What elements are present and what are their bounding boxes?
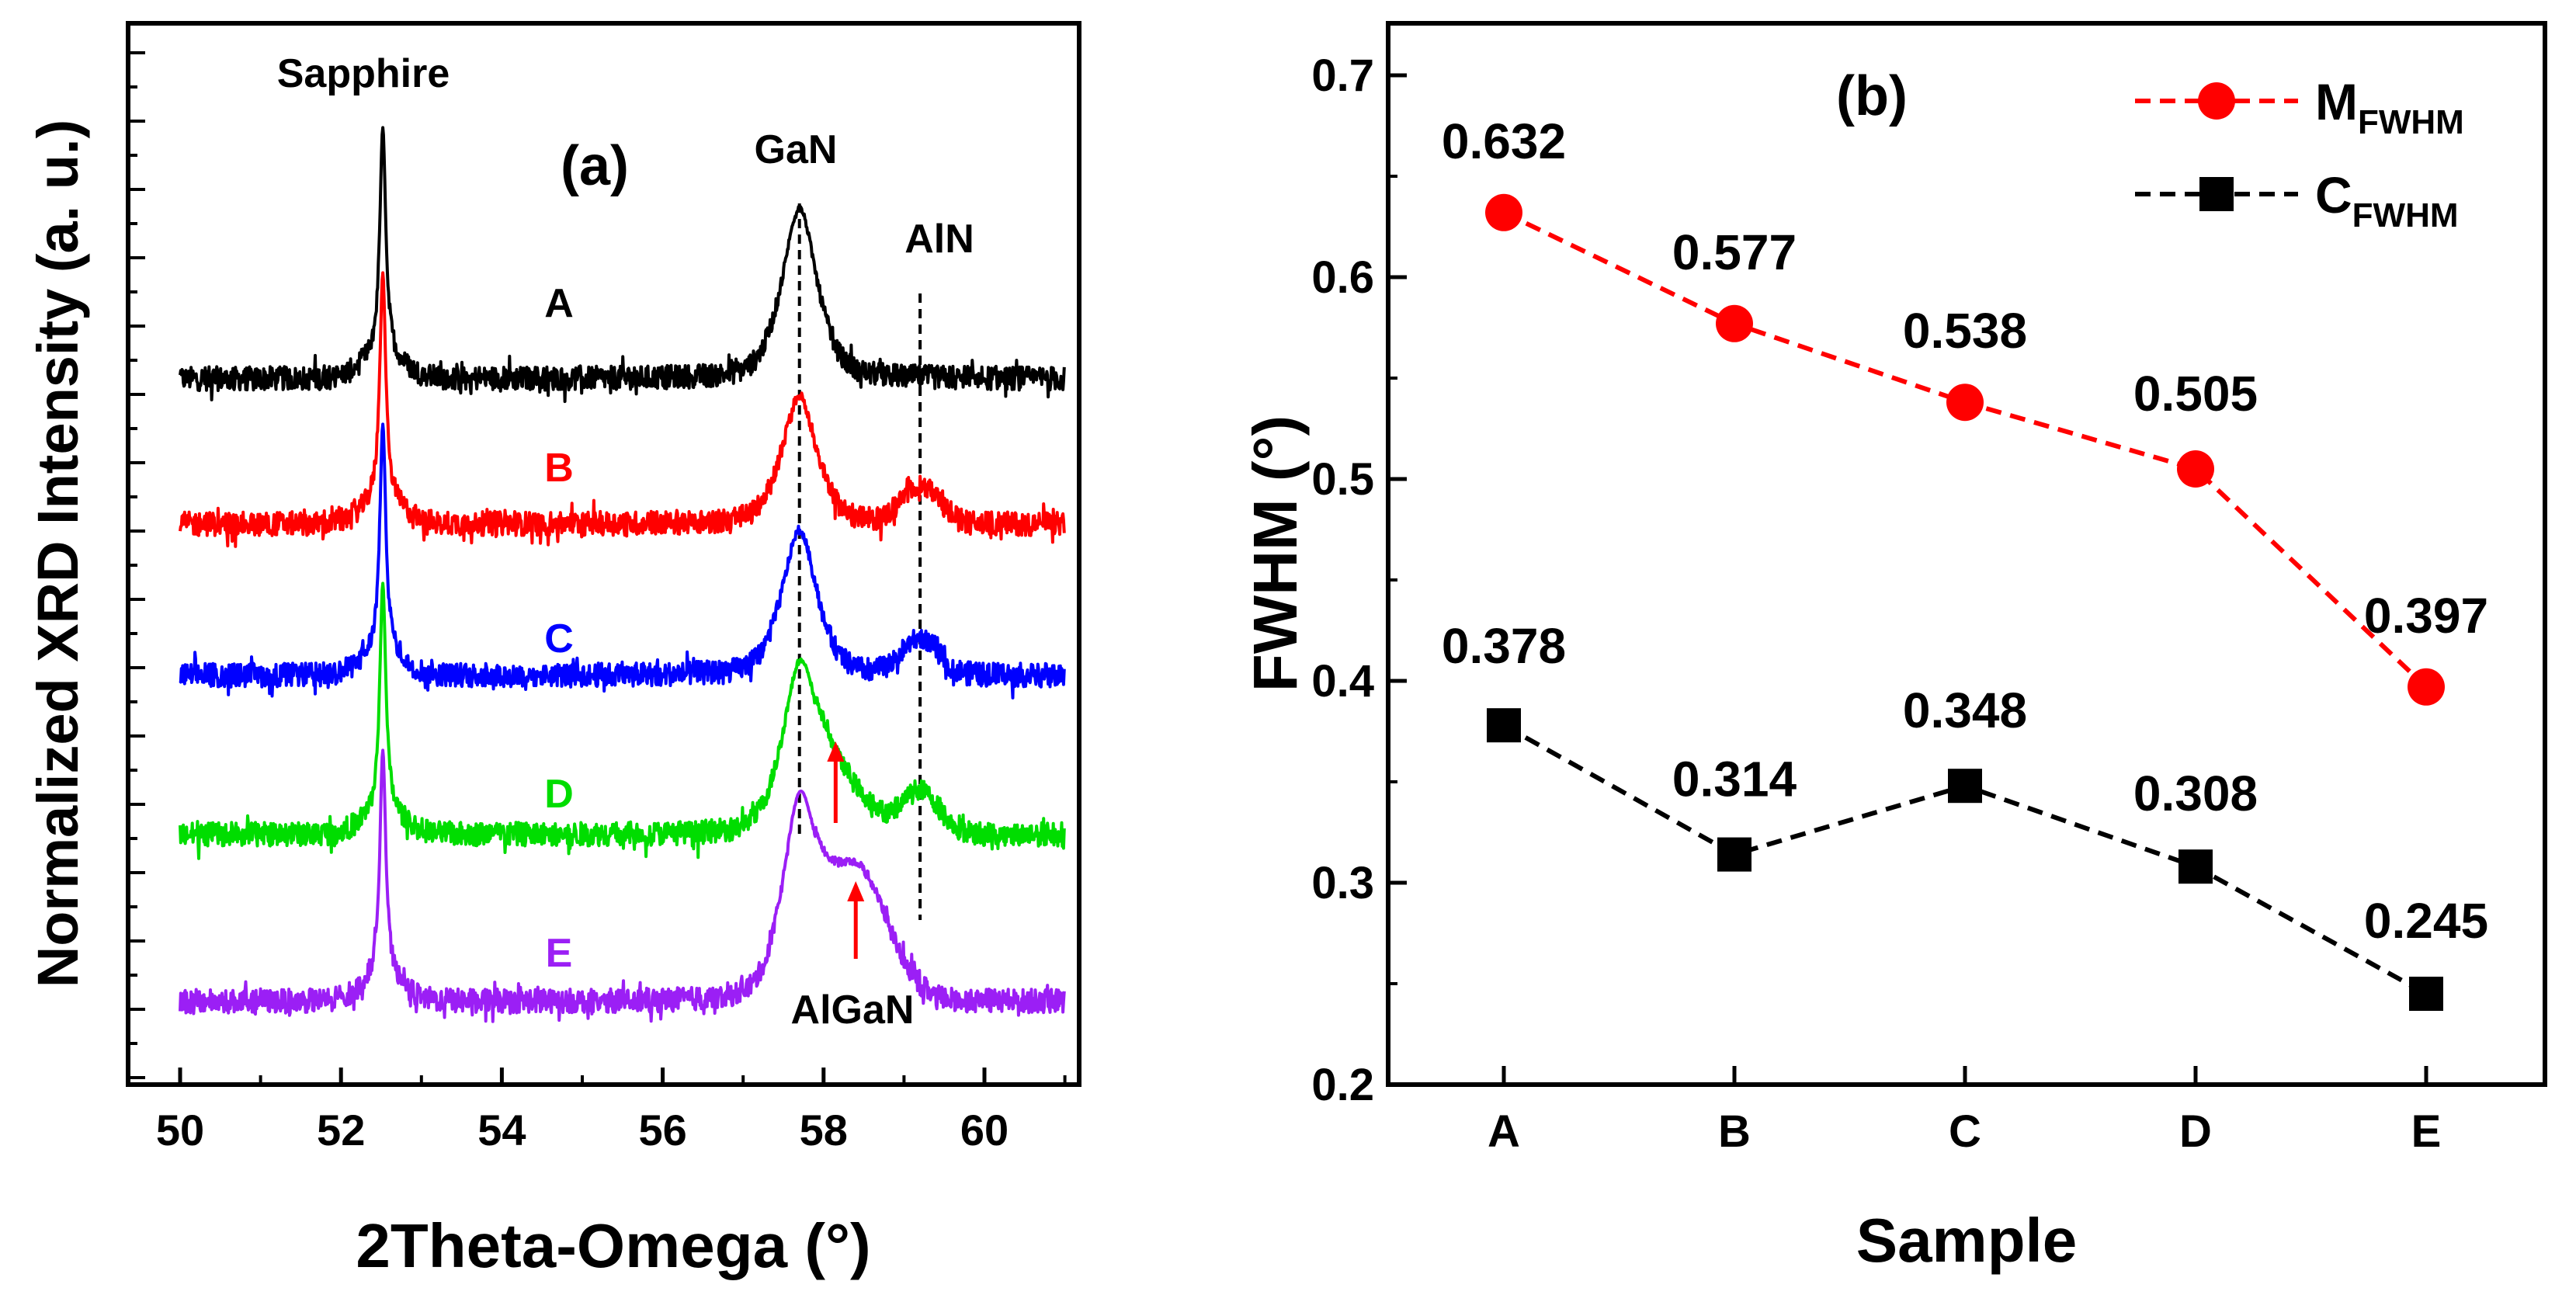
panel-b-legend: MFWHM CFWHM <box>2135 73 2464 234</box>
panel-a-x-axis-label: 2Theta-Omega (°) <box>356 1211 870 1280</box>
data-label: 0.314 <box>1672 752 1797 807</box>
panel-b-y-tick-label: 0.7 <box>1311 50 1374 101</box>
panel-b-y-tick-label: 0.5 <box>1311 454 1374 505</box>
panel-b-x-tick-label: E <box>2411 1106 2442 1157</box>
data-label: 0.538 <box>1903 303 2027 359</box>
panel-b-x-axis-label: Sample <box>1856 1206 2078 1275</box>
panel-b-y-tick-label: 0.6 <box>1311 252 1374 303</box>
m-fwhm-point <box>2408 668 2445 706</box>
panel-b-x-tick-label: B <box>1718 1106 1751 1157</box>
legend-label: CFWHM <box>2315 166 2459 234</box>
panel-b-x-tick-label: C <box>1949 1106 1981 1157</box>
panel-a-frame <box>126 21 1081 1087</box>
panel-a-x-tick-label: 60 <box>960 1106 1009 1154</box>
panel-b-y-tick-label: 0.2 <box>1311 1060 1374 1110</box>
m-fwhm-point <box>2177 450 2214 488</box>
m-fwhm-point <box>1716 304 1753 342</box>
panel-a-y-axis-label: Normalized XRD Intensity (a. u.) <box>26 120 90 988</box>
panel-a-ticks: 50 52 54 56 58 60 <box>128 51 1067 1154</box>
xrd-trace-c <box>179 422 1066 700</box>
data-label: 0.378 <box>1442 618 1566 674</box>
series-label-a: A <box>544 281 574 326</box>
c-fwhm-point <box>2178 849 2213 884</box>
data-label: 0.397 <box>2364 588 2488 644</box>
panel-a-label: (a) <box>561 135 629 197</box>
panel-a-x-tick-label: 50 <box>156 1106 204 1154</box>
panel-a-x-tick-label: 54 <box>477 1106 526 1154</box>
series-label-c: C <box>544 616 574 661</box>
panel-b-y-tick-label: 0.3 <box>1311 858 1374 908</box>
series-line-m-fwhm <box>1502 210 2428 689</box>
c-fwhm-point <box>2409 977 2443 1011</box>
xrd-trace-b <box>179 271 1066 548</box>
data-label: 0.632 <box>1442 113 1566 169</box>
data-label: 0.245 <box>2364 893 2488 949</box>
panel-b-x-tick-label: A <box>1488 1106 1520 1157</box>
peak-label-gan: GaN <box>755 127 838 172</box>
legend-marker-square <box>2199 177 2234 211</box>
peak-label-algan: AlGaN <box>791 988 915 1033</box>
data-label: 0.308 <box>2133 766 2258 821</box>
peak-label-sapphire: Sapphire <box>277 51 450 96</box>
panel-b-ticks: 0.2 0.3 0.4 0.5 0.6 0.7 A B C D E <box>1311 50 2441 1157</box>
c-fwhm-point <box>1948 769 1982 804</box>
panel-a-traces <box>179 126 1066 1023</box>
c-fwhm-point <box>1487 708 1521 743</box>
c-fwhm-point <box>1717 837 1751 872</box>
panel-b-label: (b) <box>1836 65 1908 127</box>
panel-b-series: 0.632 0.577 0.538 0.505 0.397 0.378 0.314 0.348… <box>1442 113 2488 1011</box>
legend-label: MFWHM <box>2315 73 2464 141</box>
algan-arrow-e-head <box>847 881 865 901</box>
panel-a-x-tick-label: 56 <box>638 1106 686 1154</box>
data-label: 0.577 <box>1672 224 1797 280</box>
panel-b-x-tick-label: D <box>2179 1106 2212 1157</box>
m-fwhm-point <box>1946 384 1984 422</box>
series-label-e: E <box>546 931 573 976</box>
data-label: 0.348 <box>1903 682 2027 738</box>
peak-label-aln: AlN <box>904 217 974 262</box>
series-label-d: D <box>544 772 574 817</box>
series-line-c-fwhm <box>1502 723 2428 996</box>
panel-a-x-tick-label: 52 <box>317 1106 365 1154</box>
m-fwhm-point <box>1485 193 1522 231</box>
panel-a-x-tick-label: 58 <box>800 1106 848 1154</box>
xrd-trace-a <box>179 126 1066 404</box>
data-label: 0.505 <box>2133 366 2258 422</box>
panel-a: 50 52 54 56 58 60 (a) Sapphire GaN AlN AlGaN … <box>26 21 1081 1280</box>
xrd-trace-d <box>179 582 1066 860</box>
series-label-b: B <box>544 446 574 491</box>
xrd-trace-e <box>179 748 1066 1023</box>
panel-b-y-tick-label: 0.4 <box>1311 656 1374 707</box>
panel-b-y-axis-label: FWHM (°) <box>1241 415 1310 692</box>
algan-arrow-d-head <box>827 741 845 762</box>
panel-a-labels: (a) Sapphire GaN AlN AlGaN A B C D E 2Th… <box>26 51 974 1280</box>
legend-marker-circle <box>2198 82 2235 120</box>
panel-b: 0.20.30.40.50.60.7A B C D E 0.6320.5770.5380… <box>1241 21 2547 1275</box>
